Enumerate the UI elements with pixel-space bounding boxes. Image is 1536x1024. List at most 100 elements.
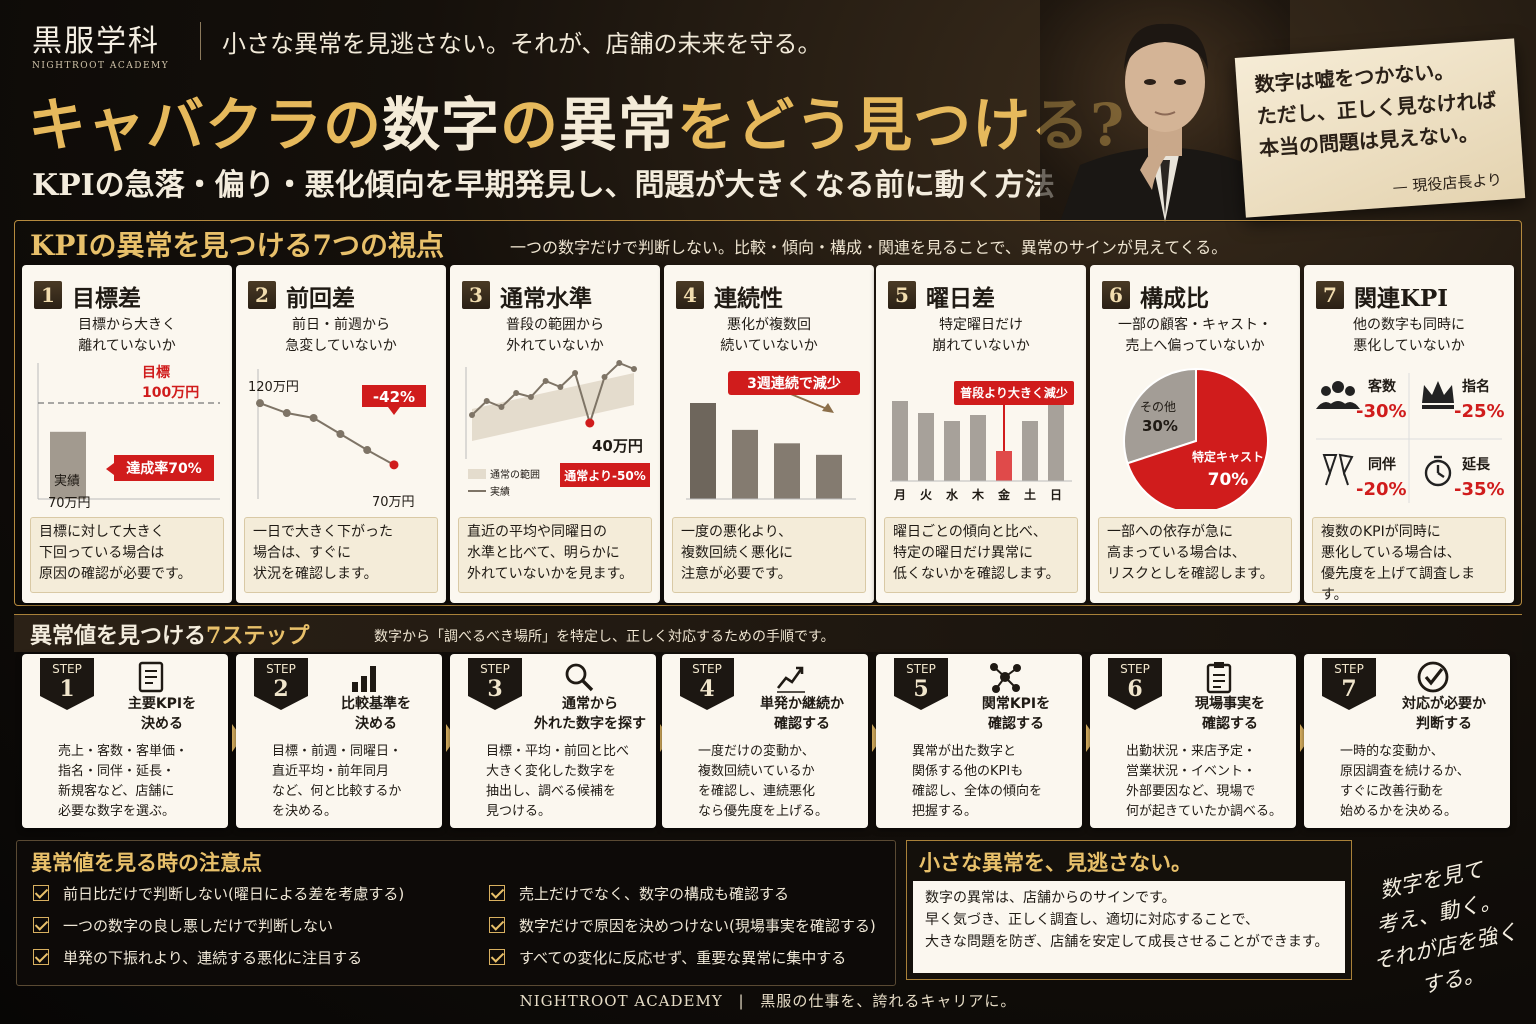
section1-desc: 一つの数字だけで判断しない。比較・傾向・構成・関連を見ることで、異常のサインが見… <box>510 238 1228 257</box>
main-label: 特定キャスト <box>1192 449 1264 464</box>
step-number: 5 <box>913 676 928 702</box>
day-label: 金 <box>997 487 1011 502</box>
step-title: 主要KPIを 決める <box>96 694 228 734</box>
data-point <box>585 418 595 428</box>
day-label: 木 <box>971 487 985 502</box>
step-body-line: すぐに改善行動を <box>1340 784 1445 799</box>
step-title-line: 決める <box>355 716 397 732</box>
step-body-line: 外部要因など、現場で <box>1126 784 1256 799</box>
streak-badge: 3週連続で減少 <box>747 375 841 392</box>
card-desc-line: 悪化が複数回 <box>727 317 811 333</box>
card-number: 6 <box>1102 281 1130 309</box>
step-word: STEP <box>906 662 936 676</box>
step-body-line: 必要な数字を選ぶ。 <box>58 804 176 819</box>
section2-title-b: 7ステップ <box>206 623 310 649</box>
title-part-2: 数字 <box>382 91 501 159</box>
weekday-chart: 月火水木金土日 普段より大きく減少 <box>890 381 1074 502</box>
section2-title: 異常値を見つける7ステップ <box>30 618 309 650</box>
caution-item: 前日比だけで判断しない(曜日による差を考慮する) <box>63 885 405 903</box>
caution-item: 単発の下振れより、連続する悪化に注目する <box>63 949 363 967</box>
title-part-1: キャバクラの <box>28 91 383 159</box>
step-body-line: 関係する他のKPIも <box>912 764 1024 779</box>
card-desc-line: 普段の範囲から <box>506 317 604 333</box>
day-label: 火 <box>920 488 933 502</box>
step-title: 単発か継続か 確認する <box>736 694 868 734</box>
card-title: 構成比 <box>1140 285 1209 312</box>
legend-range-swatch <box>468 469 486 479</box>
bar <box>690 403 716 499</box>
step-card: STEP 3 通常から 外れた数字を探す 目標・平均・前回と比べ 大きく変化した数… <box>450 654 656 828</box>
step-body-line: 営業状況・イベント・ <box>1126 764 1257 779</box>
end-label: 70万円 <box>372 495 415 509</box>
target-gap-chart: 目標 100万円 実績 70万円 達成率70% <box>37 363 220 509</box>
step-title: 対応が必要か 判断する <box>1378 694 1510 734</box>
step-badge: STEP 6 <box>1108 658 1162 710</box>
section2-desc: 数字から「調べるべき場所」を特定し、正しく対応するための手順です。 <box>374 629 835 645</box>
step-body: 一時的な変動か、 原因調査を続けるか、 すぐに改善行動を 始めるかを決める。 <box>1340 742 1504 822</box>
step-body: 出勤状況・来店予定・ 営業状況・イベント・ 外部要因など、現場で 何が起きていたか調べ… <box>1126 742 1290 822</box>
step-body-line: 売上・客数・客単価・ <box>58 744 189 759</box>
data-point <box>389 460 399 470</box>
step-title-line: 確認する <box>988 716 1044 732</box>
card-desc: 他の数字も同時に 悪化していないか <box>1304 315 1514 357</box>
step-title-line: 判断する <box>1416 716 1472 732</box>
data-point <box>631 366 637 372</box>
card-desc-line: 一部の顧客・キャスト・ <box>1118 317 1272 333</box>
section1-title: KPIの異常を見つける7つの視点 <box>30 224 444 264</box>
other-label: その他 <box>1140 400 1176 414</box>
card-title: 関連KPI <box>1354 285 1449 312</box>
legend-range: 通常の範囲 <box>490 468 540 481</box>
check-icon <box>489 949 505 965</box>
step-title-line: 関常KPIを <box>981 696 1051 712</box>
step-number: 2 <box>273 676 288 702</box>
view-card-related-kpi: 7 関連KPI 他の数字も同時に 悪化していないか 客数 -30% 指名 -25… <box>1304 265 1514 603</box>
step-card: STEP 4 単発か継続か 確認する 一度だけの変動か、 複数回続いているか を確認… <box>662 654 868 828</box>
step-body-line: 確認し、全体の傾向を <box>912 784 1043 799</box>
step-badge: STEP 1 <box>40 658 94 710</box>
step-title-line: 主要KPIを <box>127 696 197 712</box>
check-circle-icon <box>1417 661 1449 693</box>
value-label: 40万円 <box>592 437 643 455</box>
cautions-panel: 異常値を見る時の注意点 前日比だけで判断しない(曜日による差を考慮する) 一つの… <box>16 840 896 986</box>
step-body-line: 何が起きていたか調べる。 <box>1126 804 1283 819</box>
step-word: STEP <box>1120 662 1150 676</box>
toast-icon <box>1322 453 1354 486</box>
network-icon <box>990 663 1021 693</box>
step-card: STEP 6 現場事実を 確認する 出勤状況・来店予定・ 営業状況・イベント・ 外部… <box>1090 654 1296 828</box>
step-title-line: 対応が必要か <box>1402 696 1486 712</box>
change-badge-shape <box>362 385 426 415</box>
card-desc-line: 目標から大きく <box>78 317 176 333</box>
bar <box>996 451 1012 481</box>
closing-panel: 小さな異常を、見逃さない。 数字の異常は、店舗からのサインです。 早く気づき、正… <box>906 840 1352 980</box>
step-body-line: 新規客など、店舗に <box>58 784 175 799</box>
series-line <box>259 402 395 466</box>
step-title: 通常から 外れた数字を探す <box>524 694 656 734</box>
data-point <box>601 374 608 380</box>
step-body-line: 抽出し、調べる候補を <box>486 784 617 799</box>
note-line: 状況を確認します。 <box>253 566 378 582</box>
steps-section-header <box>14 614 1522 652</box>
card-note: 複数のKPIが同時に 悪化している場合は、 優先度を上げて調査します。 <box>1312 517 1506 603</box>
day-label: 土 <box>1024 487 1036 502</box>
deviation-badge-shape <box>560 463 650 487</box>
step-body-line: を決める。 <box>272 804 338 819</box>
card-title: 連続性 <box>714 285 783 312</box>
kpi-views-section <box>14 220 1522 606</box>
note-line: 高まっている場合は、 <box>1107 545 1246 561</box>
step-body-line: 直近平均・前年同月 <box>272 764 390 779</box>
card-desc: 普段の範囲から 外れていないか <box>450 315 660 357</box>
step-body-line: 大きく変化した数字を <box>486 764 617 779</box>
step-number: 6 <box>1127 676 1142 702</box>
data-point <box>363 446 372 455</box>
pie-slice-other <box>1123 367 1197 465</box>
callout-badge-shape <box>954 381 1074 405</box>
day-label: 水 <box>946 487 959 502</box>
data-point <box>616 360 623 366</box>
card-desc: 目標から大きく 離れていないか <box>22 315 232 357</box>
note-line: 水準と比べて、明らかに <box>467 545 620 561</box>
step-body: 目標・平均・前回と比べ 大きく変化した数字を 抽出し、調べる候補を 見つける。 <box>486 742 650 822</box>
caution-item: すべての変化に反応せず、重要な異常に集中する <box>519 949 847 967</box>
bar <box>816 454 842 499</box>
check-icon <box>33 885 49 901</box>
deviation-badge: 通常より-50% <box>564 468 645 483</box>
